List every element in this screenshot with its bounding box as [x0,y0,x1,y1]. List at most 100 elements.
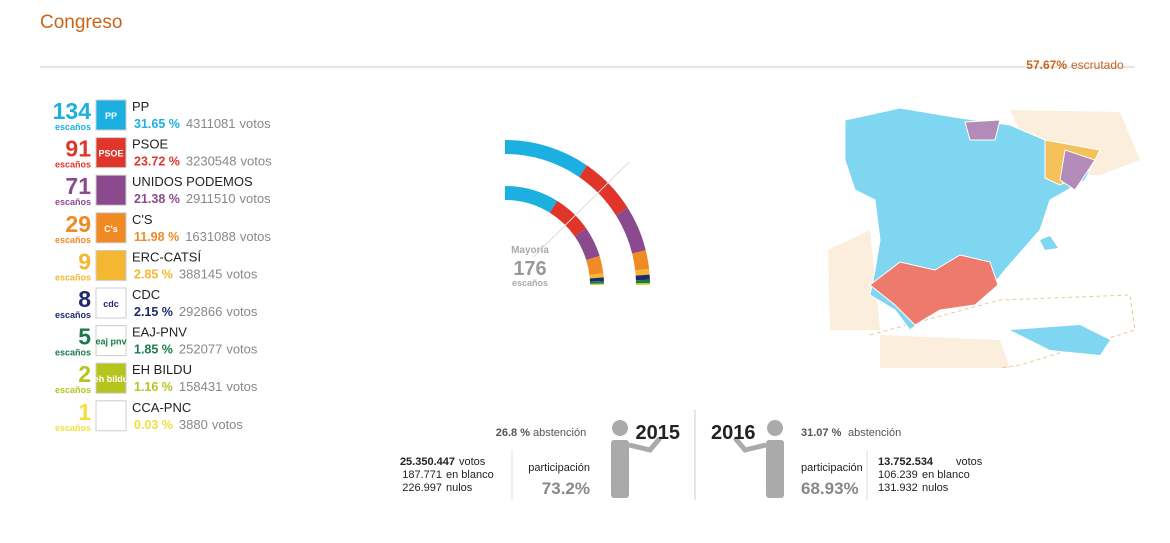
votes: 4311081 [186,116,236,131]
scrutinized-label: escrutado [1071,58,1124,72]
seat-arc [622,212,639,252]
votes-label: votos [226,304,258,319]
seats-label: escaños [55,423,91,433]
votes: 388145 [179,266,222,281]
seats-label: escaños [55,160,91,170]
seats: 91 [65,136,91,162]
count: 226.997 [402,482,442,494]
seats-label: escaños [55,310,91,320]
party-name: UNIDOS PODEMOS [132,174,253,189]
party-name: PSOE [132,137,168,152]
seat-arc [505,147,583,171]
seats: 134 [53,98,92,124]
votes-label: votos [212,417,244,432]
seat-arc [593,258,596,274]
votes-label: votos [226,379,258,394]
seat-arc [642,270,643,276]
party-logo [96,250,126,280]
vote-share: 0.03 % [134,418,173,432]
person-icon [612,420,628,436]
count-label: en blanco [922,469,970,481]
seats-label: escaños [55,235,91,245]
votes-label: votos [240,116,272,131]
votes: 1631088 [185,229,236,244]
votes-label: votos [226,342,258,357]
logo-text: C's [104,224,118,234]
vote-share: 31.65 % [134,117,180,131]
votes-label: votos [240,191,272,206]
abstention-label: abstención [533,427,586,439]
votes: 3230548 [186,154,237,169]
vote-share: 1.85 % [134,343,173,357]
logo-text: PSOE [98,149,123,159]
seats: 8 [78,286,91,312]
votes-label: votos [241,154,273,169]
seats: 29 [65,211,91,237]
count: 106.239 [878,469,918,481]
count-label: nulos [922,482,949,494]
count-label: votos [956,456,983,468]
vote-share: 23.72 % [134,155,180,169]
seats: 71 [65,173,91,199]
seats: 9 [78,248,91,274]
vote-share: 2.85 % [134,267,173,281]
votes: 3880 [179,417,208,432]
vote-share: 11.98 % [134,230,179,244]
votes-label: votos [226,266,258,281]
logo-text: eaj pnv [95,337,126,347]
seats-label: escaños [55,385,91,395]
participation-label: participación [801,462,863,474]
abstention-label: abstención [848,427,901,439]
seats-label: escaños [55,122,91,132]
vote-share: 21.38 % [134,192,180,206]
party-name: ERC-CATSÍ [132,249,201,264]
participation: 73.2% [542,479,590,498]
seat-arc [583,171,622,211]
count: 25.350.447 [400,456,455,468]
vote-share: 1.16 % [134,380,173,394]
seat-arc [580,232,593,258]
title: Congreso [40,12,122,33]
person-icon [766,440,784,498]
seats: 1 [78,399,91,425]
party-name: CCA-PNC [132,400,191,415]
seats-label: escaños [55,348,91,358]
map [828,108,1140,368]
vote-share: 2.15 % [134,305,173,319]
seats: 5 [78,324,91,350]
person-icon [611,440,629,498]
seats-label: escaños [55,197,91,207]
votes-label: votos [240,229,272,244]
count: 187.771 [402,469,442,481]
party-name: EAJ-PNV [132,325,187,340]
seat-arc [639,252,642,270]
votes: 158431 [179,379,222,394]
majority-value: 176 [513,258,546,280]
party-name: C'S [132,212,153,227]
party-name: EH BILDU [132,362,192,377]
abstention: 26.8 % [496,427,530,439]
party-logo [96,401,126,431]
year: 2015 [636,422,681,444]
count-label: votos [459,456,486,468]
votes: 2911510 [186,191,236,206]
votes: 252077 [179,342,222,357]
count-label: en blanco [446,469,494,481]
majority-label: Mayoría [511,245,549,256]
logo-text: PP [105,111,117,121]
party-name: PP [132,99,149,114]
seat-arc [553,207,580,233]
scrutinized-value: 57.67% [1026,58,1067,72]
votes: 292866 [179,304,222,319]
participation: 68.93% [801,479,859,498]
party-name: CDC [132,287,160,302]
logo-text: eh bildu [94,374,129,384]
count: 131.932 [878,482,918,494]
abstention: 31.07 % [801,427,842,439]
seat-arc [505,193,553,207]
seats-label: escaños [55,272,91,282]
majority-unit: escaños [512,278,548,288]
logo-text: cdc [103,299,119,309]
